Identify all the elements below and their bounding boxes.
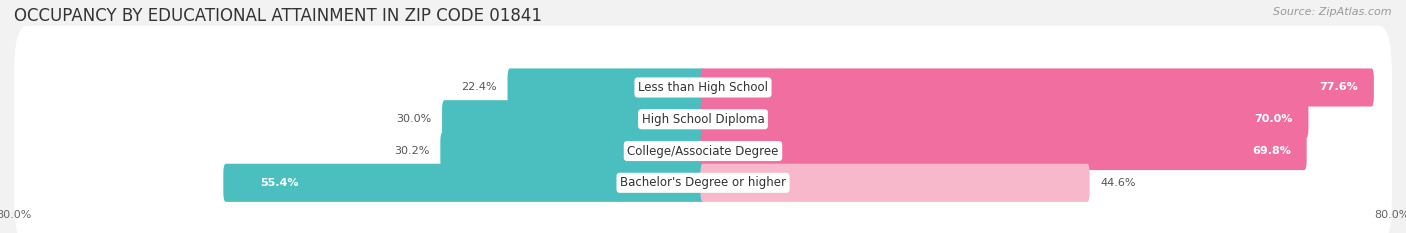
Text: Bachelor's Degree or higher: Bachelor's Degree or higher	[620, 176, 786, 189]
FancyBboxPatch shape	[700, 69, 1374, 106]
FancyBboxPatch shape	[14, 26, 1392, 149]
Text: 44.6%: 44.6%	[1099, 178, 1136, 188]
Text: 69.8%: 69.8%	[1253, 146, 1291, 156]
Text: 22.4%: 22.4%	[461, 82, 498, 93]
Text: 55.4%: 55.4%	[260, 178, 299, 188]
Text: 30.2%: 30.2%	[395, 146, 430, 156]
Text: Source: ZipAtlas.com: Source: ZipAtlas.com	[1274, 7, 1392, 17]
Text: 30.0%: 30.0%	[396, 114, 432, 124]
FancyBboxPatch shape	[14, 121, 1392, 233]
FancyBboxPatch shape	[508, 69, 706, 106]
FancyBboxPatch shape	[700, 164, 1090, 202]
FancyBboxPatch shape	[441, 100, 706, 138]
Text: 70.0%: 70.0%	[1254, 114, 1294, 124]
FancyBboxPatch shape	[14, 58, 1392, 181]
FancyBboxPatch shape	[700, 132, 1306, 170]
Text: OCCUPANCY BY EDUCATIONAL ATTAINMENT IN ZIP CODE 01841: OCCUPANCY BY EDUCATIONAL ATTAINMENT IN Z…	[14, 7, 543, 25]
FancyBboxPatch shape	[14, 89, 1392, 213]
FancyBboxPatch shape	[440, 132, 706, 170]
FancyBboxPatch shape	[224, 164, 706, 202]
Text: High School Diploma: High School Diploma	[641, 113, 765, 126]
FancyBboxPatch shape	[700, 100, 1309, 138]
Text: Less than High School: Less than High School	[638, 81, 768, 94]
Text: College/Associate Degree: College/Associate Degree	[627, 144, 779, 158]
Text: 77.6%: 77.6%	[1320, 82, 1358, 93]
